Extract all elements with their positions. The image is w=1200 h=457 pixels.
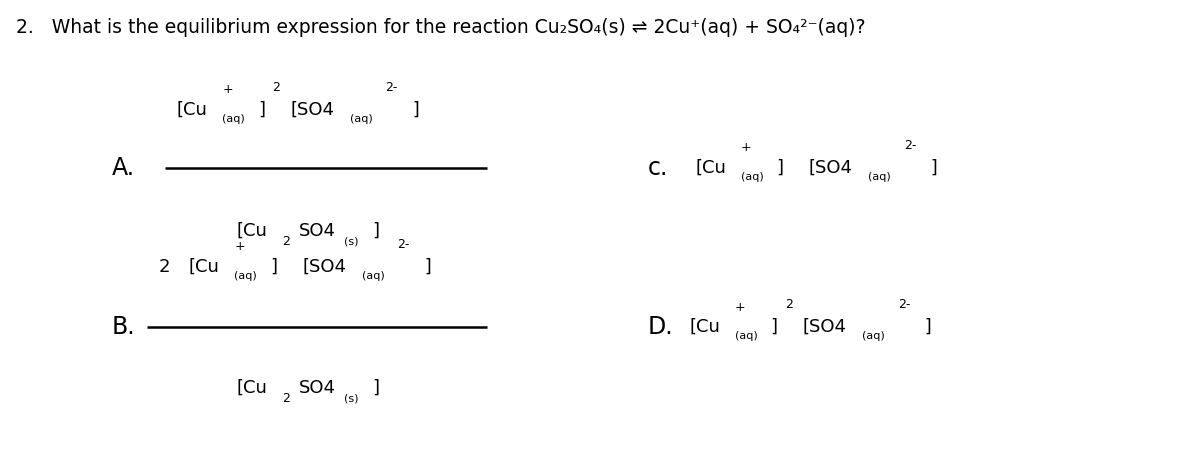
Text: (s): (s) <box>343 237 359 247</box>
Text: D.: D. <box>648 315 673 339</box>
Text: 2: 2 <box>282 235 289 249</box>
Text: ]: ] <box>258 101 265 119</box>
Text: (aq): (aq) <box>740 172 763 182</box>
Text: [Cu: [Cu <box>236 379 268 397</box>
Text: (aq): (aq) <box>222 114 245 123</box>
Text: ]: ] <box>270 258 277 276</box>
Text: ]: ] <box>770 318 778 336</box>
Text: 2-: 2- <box>904 139 917 152</box>
Text: [SO4: [SO4 <box>809 159 852 177</box>
Text: SO4: SO4 <box>299 379 336 397</box>
Text: 2: 2 <box>785 298 792 311</box>
Text: (aq): (aq) <box>349 114 372 123</box>
Text: 2: 2 <box>160 258 170 276</box>
Text: 2: 2 <box>272 81 280 94</box>
Text: ]: ] <box>372 222 379 240</box>
Text: A.: A. <box>112 156 134 180</box>
Text: (aq): (aq) <box>862 331 884 341</box>
Text: (aq): (aq) <box>361 271 384 281</box>
Text: [SO4: [SO4 <box>803 318 846 336</box>
Text: B.: B. <box>112 315 136 339</box>
Text: [Cu: [Cu <box>236 222 268 240</box>
Text: [Cu: [Cu <box>689 318 720 336</box>
Text: (aq): (aq) <box>234 271 257 281</box>
Text: [Cu: [Cu <box>695 159 726 177</box>
Text: 2-: 2- <box>385 81 398 94</box>
Text: (s): (s) <box>343 394 359 404</box>
Text: ]: ] <box>407 101 420 119</box>
Text: ]: ] <box>925 159 938 177</box>
Text: SO4: SO4 <box>299 222 336 240</box>
Text: 2.   What is the equilibrium expression for the reaction Cu₂SO₄(s) ⇌ 2Cu⁺(aq) + : 2. What is the equilibrium expression fo… <box>16 18 865 37</box>
Text: ]: ] <box>919 318 932 336</box>
Text: ]: ] <box>419 258 432 276</box>
Text: [SO4: [SO4 <box>290 101 334 119</box>
Text: +: + <box>734 301 745 314</box>
Text: (aq): (aq) <box>734 331 757 341</box>
Text: ]: ] <box>372 379 379 397</box>
Text: [Cu: [Cu <box>176 101 208 119</box>
Text: +: + <box>740 141 751 154</box>
Text: [Cu: [Cu <box>188 258 220 276</box>
Text: (aq): (aq) <box>868 172 890 182</box>
Text: 2-: 2- <box>397 238 409 251</box>
Text: ]: ] <box>776 159 784 177</box>
Text: c.: c. <box>648 156 668 180</box>
Text: 2: 2 <box>282 393 289 405</box>
Text: [SO4: [SO4 <box>302 258 346 276</box>
Text: 2-: 2- <box>898 298 911 311</box>
Text: +: + <box>222 83 233 96</box>
Text: +: + <box>234 240 245 253</box>
